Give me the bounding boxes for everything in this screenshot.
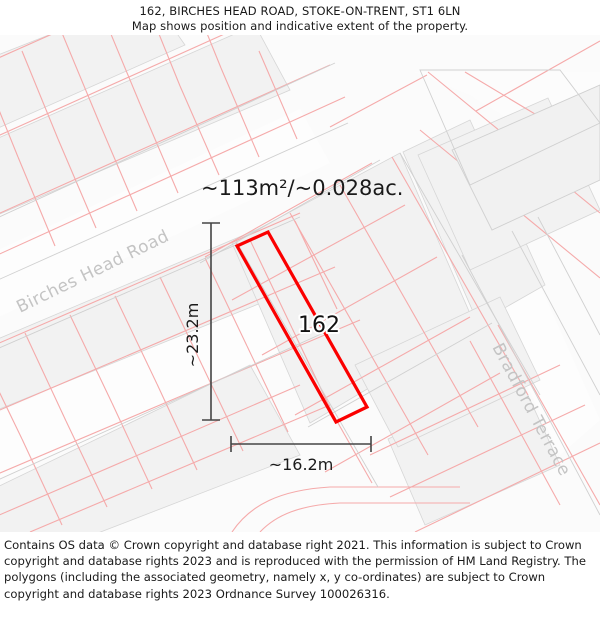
map-subtitle: Map shows position and indicative extent… <box>131 19 469 33</box>
building-outlines <box>0 62 600 516</box>
property-map[interactable]: ~113m²/~0.028ac. 162 ~23.2m ~16.2m Birch… <box>0 35 600 532</box>
vertical-dimension-label: ~23.2m <box>183 303 202 368</box>
property-address: 162, BIRCHES HEAD ROAD, STOKE-ON-TRENT, … <box>139 4 461 18</box>
horizontal-dimension-label: ~16.2m <box>269 455 334 474</box>
area-label: ~113m²/~0.028ac. <box>201 176 403 200</box>
subject-property-outline[interactable] <box>234 229 370 425</box>
map-footer: Contains OS data © Crown copyright and d… <box>0 532 600 625</box>
copyright-notice: Contains OS data © Crown copyright and d… <box>4 538 586 601</box>
plot-number-label: 162 <box>298 313 340 338</box>
dimension-lines <box>202 222 372 452</box>
map-header: 162, BIRCHES HEAD ROAD, STOKE-ON-TRENT, … <box>0 0 600 35</box>
